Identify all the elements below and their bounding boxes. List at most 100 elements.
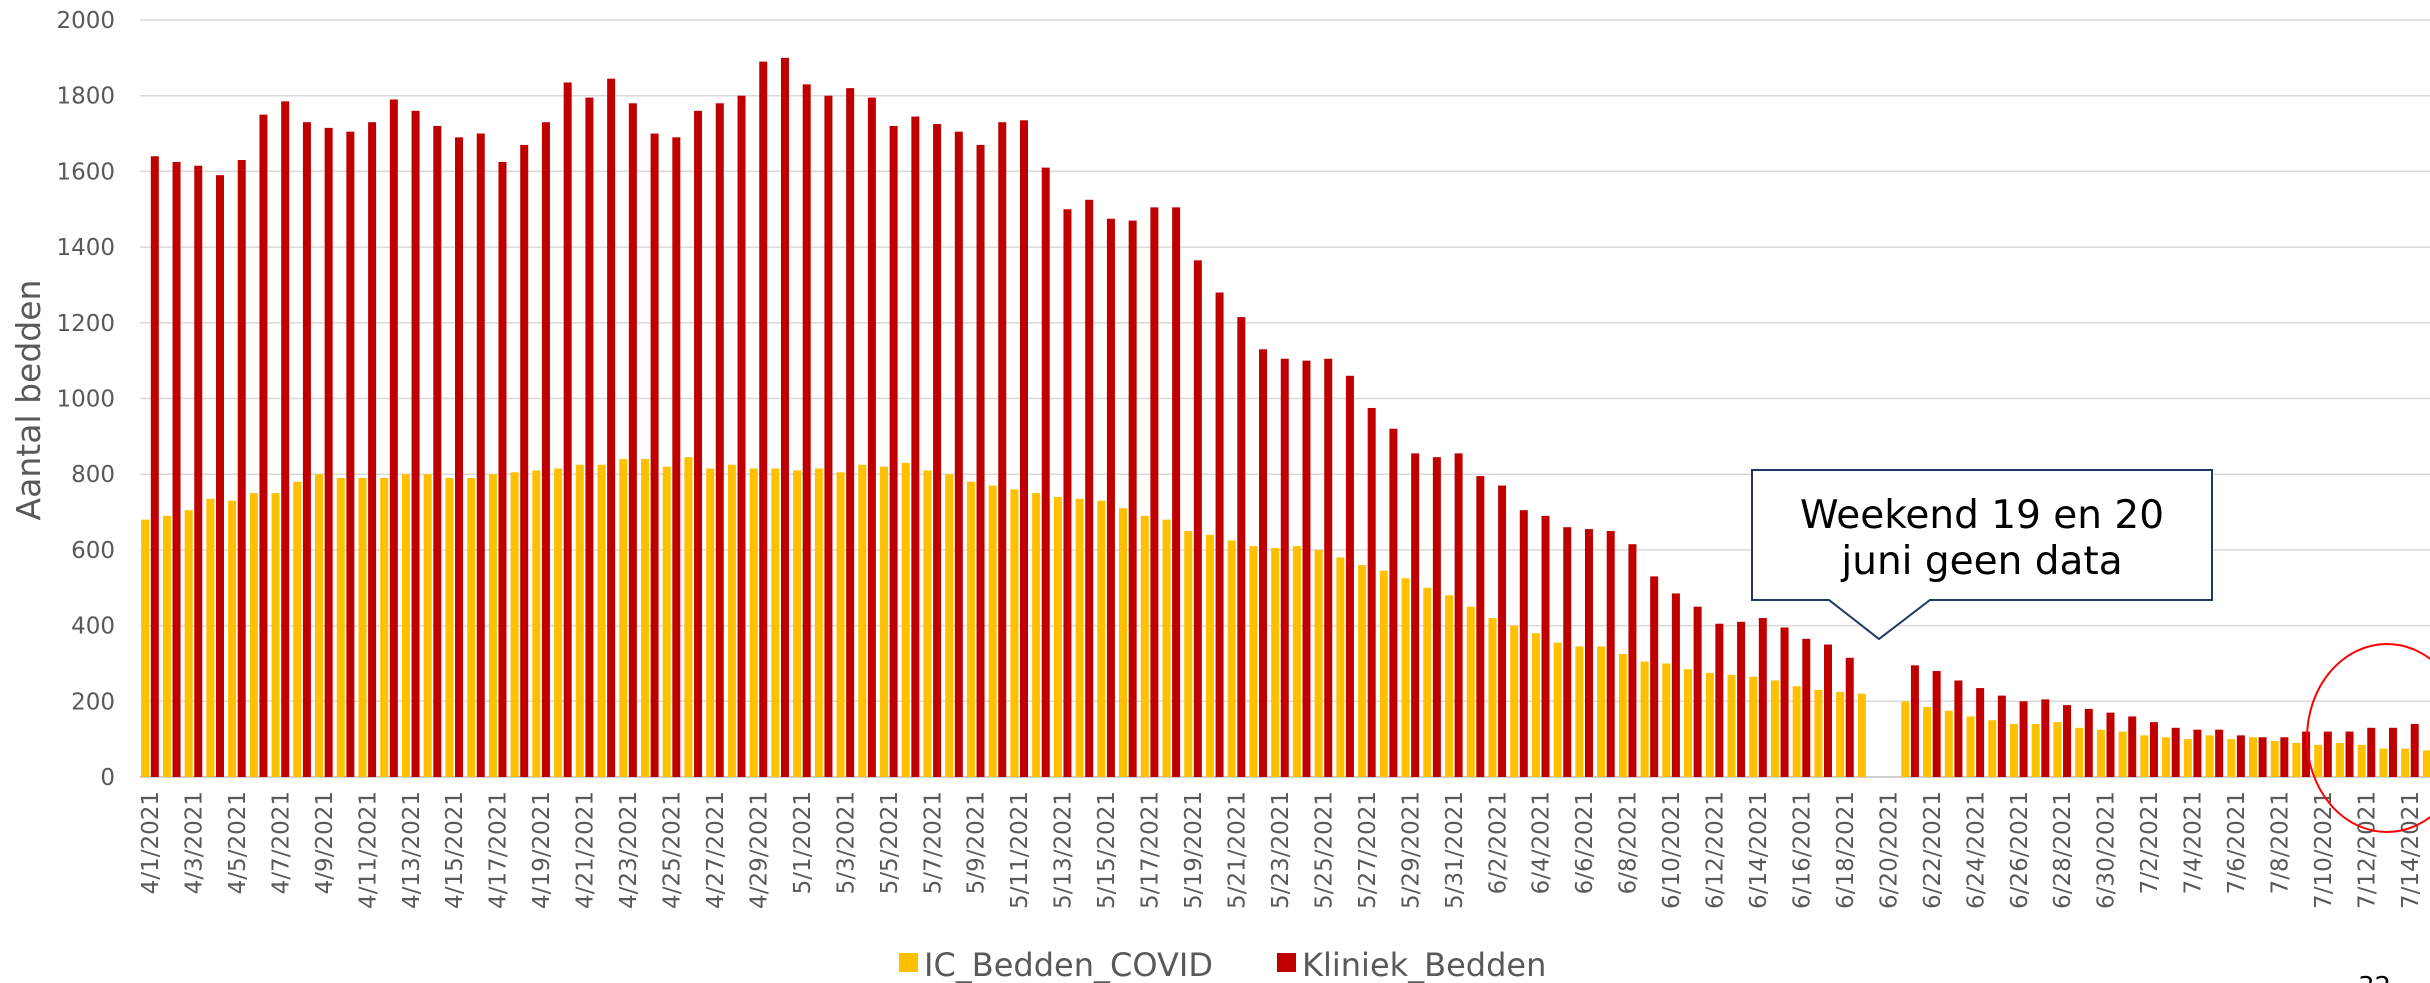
x-tick-label: 5/19/2021 [1181, 791, 1207, 909]
bar [206, 498, 215, 777]
y-tick-label: 1000 [56, 387, 115, 413]
x-tick-label: 7/8/2021 [2268, 791, 2294, 894]
bar [966, 481, 975, 777]
bar [672, 137, 681, 777]
bar [1997, 695, 2006, 777]
bar [945, 474, 954, 777]
bar [1836, 691, 1845, 777]
bar [814, 468, 823, 777]
bar [1727, 674, 1736, 777]
bar [1085, 199, 1094, 778]
bar [2063, 705, 2072, 777]
bar [368, 122, 377, 777]
bar [1271, 548, 1280, 777]
bar [1215, 292, 1224, 777]
bar [793, 470, 802, 777]
x-tick-label: 6/6/2021 [1572, 791, 1598, 894]
x-tick-label: 6/2/2021 [1485, 791, 1511, 894]
bar [1454, 453, 1463, 777]
bar [1010, 489, 1019, 777]
bar [2193, 729, 2202, 777]
bar [249, 493, 258, 777]
bar [380, 477, 389, 777]
bar [1814, 689, 1823, 777]
page-number: 32 [2358, 972, 2391, 983]
bar [1411, 453, 1420, 777]
bar [1824, 644, 1833, 777]
bar [563, 82, 572, 777]
bar [727, 464, 736, 777]
annotation-text: Weekend 19 en 20 [1800, 493, 2164, 538]
x-tick-label: 5/17/2021 [1138, 791, 1164, 909]
bar [575, 464, 584, 777]
y-tick-label: 1200 [56, 311, 115, 337]
bar [346, 131, 355, 778]
bar [2410, 724, 2419, 777]
bar [1162, 519, 1171, 777]
bar [1336, 557, 1345, 777]
bar [1531, 633, 1540, 777]
bar [1389, 428, 1398, 777]
bar [2118, 731, 2127, 777]
bar [1575, 646, 1584, 777]
bar [1423, 587, 1432, 777]
x-tick-label: 7/10/2021 [2311, 791, 2337, 909]
bar [706, 468, 715, 777]
bar [1314, 549, 1323, 777]
x-tick-label: 5/31/2021 [1442, 791, 1468, 909]
bar [1205, 534, 1214, 777]
legend-swatch [1277, 953, 1296, 972]
bar [619, 459, 628, 777]
bar [2367, 727, 2376, 777]
bar [771, 468, 780, 777]
bar [2183, 739, 2192, 777]
x-tick-label: 5/11/2021 [1007, 791, 1033, 909]
bar [2149, 722, 2158, 777]
bar [1976, 688, 1985, 777]
bar [498, 161, 507, 777]
x-tick-label: 5/1/2021 [790, 791, 816, 894]
x-tick-label: 6/24/2021 [1963, 791, 1989, 909]
x-tick-label: 7/4/2021 [2181, 791, 2207, 894]
bar [1119, 508, 1128, 777]
bar [2249, 737, 2258, 777]
bar [1106, 218, 1115, 777]
bar [1367, 407, 1376, 777]
bar [2280, 737, 2289, 777]
x-tick-label: 5/7/2021 [920, 791, 946, 894]
bar [1749, 676, 1758, 777]
bar [998, 122, 1007, 777]
x-tick-label: 5/13/2021 [1051, 791, 1077, 909]
bar [1432, 457, 1441, 777]
bar [1684, 669, 1693, 777]
bar [1845, 657, 1854, 777]
annotation-box [1751, 469, 2213, 641]
bar [954, 131, 963, 778]
x-tick-label: 6/22/2021 [1920, 791, 1946, 909]
x-tick-label: 6/28/2021 [2050, 791, 2076, 909]
bar [141, 519, 150, 777]
bar [585, 97, 594, 777]
bar [628, 103, 637, 777]
bar [2270, 741, 2279, 777]
bar [1302, 360, 1311, 777]
bar [554, 468, 563, 777]
bar [2009, 724, 2018, 777]
bar [1345, 375, 1354, 777]
bar [1584, 529, 1593, 777]
x-tick-label: 4/1/2021 [138, 791, 164, 894]
bar [433, 125, 442, 778]
bar [1053, 496, 1062, 777]
x-tick-label: 4/3/2021 [181, 791, 207, 894]
bar [2162, 737, 2171, 777]
x-tick-label: 7/12/2021 [2354, 791, 2380, 909]
bar [749, 468, 758, 777]
bar [455, 137, 464, 777]
bar [923, 470, 932, 777]
bar [541, 122, 550, 777]
bar [1715, 623, 1724, 777]
bar [650, 133, 659, 778]
bar [694, 110, 703, 778]
x-tick-label: 4/19/2021 [529, 791, 555, 909]
bar [2314, 744, 2323, 777]
